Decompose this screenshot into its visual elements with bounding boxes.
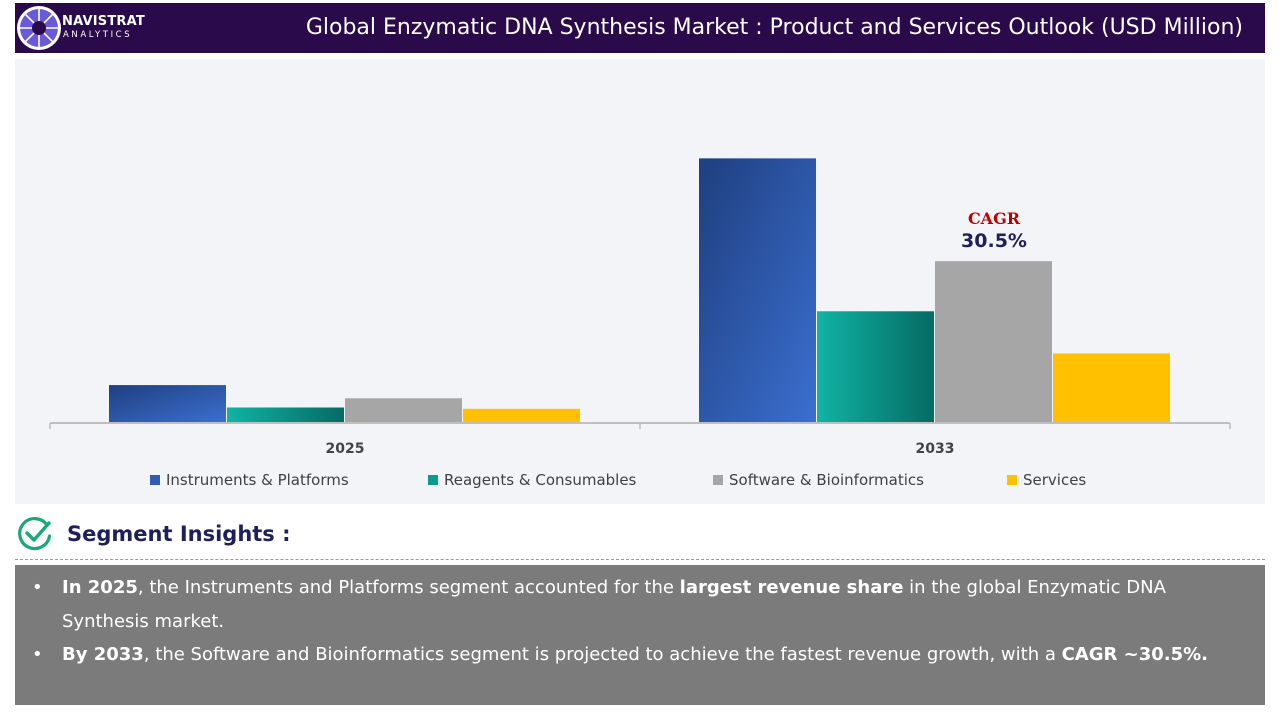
bullet-emphasis: largest revenue share xyxy=(679,577,904,598)
bar xyxy=(1053,353,1170,422)
divider xyxy=(15,559,1265,560)
company-logo: NAVISTRAT ANALYTICS xyxy=(15,3,185,53)
bullet-marker: • xyxy=(32,644,43,665)
bar-chart: 2025 2033 CAGR 30.5% Instruments & Platforms… xyxy=(49,158,1231,489)
page-title: Global Enzymatic DNA Synthesis Market : … xyxy=(305,15,1243,40)
bullet-text: , the Software and Bioinformatics segmen… xyxy=(143,644,1062,665)
insight-bullet: • By 2033, the Software and Bioinformatic… xyxy=(32,638,1225,672)
x-tick-label: 2025 xyxy=(326,441,365,457)
bar xyxy=(227,407,344,422)
logo-name: NAVISTRAT xyxy=(62,14,145,29)
bar xyxy=(817,311,934,422)
legend-label: Services xyxy=(1023,471,1086,489)
bar xyxy=(699,158,816,422)
bullet-text: , the Instruments and Platforms segment … xyxy=(137,577,680,598)
bullet-lead: In 2025 xyxy=(62,577,138,598)
legend-swatch xyxy=(150,475,160,485)
insights-header: Segment Insights : xyxy=(15,513,1265,555)
logo-emblem xyxy=(17,6,61,50)
bar xyxy=(345,398,462,422)
bullet-emphasis: CAGR ~30.5%. xyxy=(1061,644,1209,665)
bar xyxy=(935,261,1052,422)
legend-swatch xyxy=(428,475,438,485)
check-circle-icon xyxy=(18,517,52,551)
legend-swatch xyxy=(713,475,723,485)
legend-swatch xyxy=(1007,475,1017,485)
logo-subtitle: ANALYTICS xyxy=(63,30,133,40)
bullet-text: in the global Enzymatic DNA Synthesis ma… xyxy=(62,577,1166,632)
legend-label: Software & Bioinformatics xyxy=(729,471,924,489)
insights-panel: • In 2025, the Instruments and Platforms … xyxy=(15,565,1265,705)
bullet-lead: By 2033 xyxy=(62,644,144,665)
legend-label: Instruments & Platforms xyxy=(166,471,349,489)
insights-title: Segment Insights : xyxy=(67,522,291,546)
x-tick-label: 2033 xyxy=(916,441,955,457)
cagr-value: 30.5% xyxy=(961,230,1027,252)
header-bar: NAVISTRAT ANALYTICS Global Enzymatic DNA… xyxy=(15,3,1265,53)
insight-bullet: • In 2025, the Instruments and Platforms … xyxy=(32,571,1225,638)
chart-panel: 2025 2033 CAGR 30.5% Instruments & Platforms… xyxy=(15,59,1265,504)
bar xyxy=(463,408,580,422)
legend-label: Reagents & Consumables xyxy=(444,471,637,489)
cagr-label: CAGR xyxy=(968,209,1021,228)
bar xyxy=(109,385,226,422)
bullet-marker: • xyxy=(32,577,43,598)
